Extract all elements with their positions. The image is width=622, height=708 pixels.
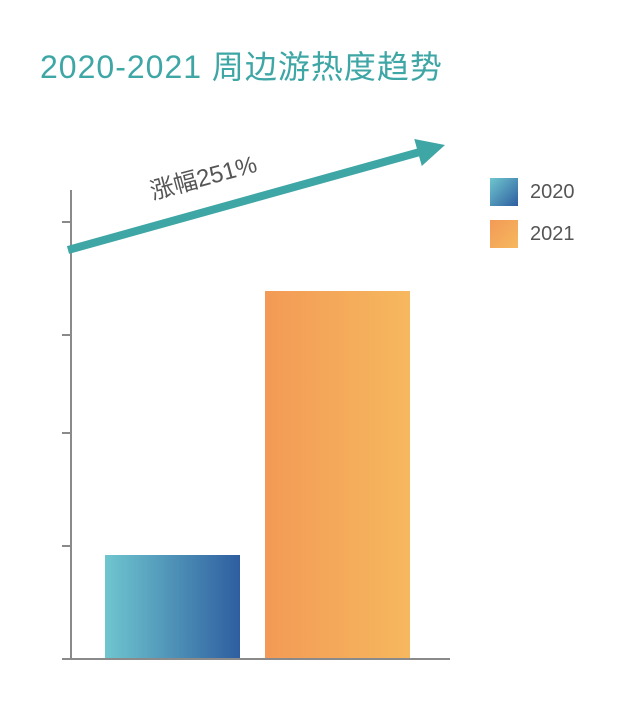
y-tick bbox=[62, 658, 72, 660]
trend-arrow bbox=[48, 125, 465, 270]
chart-title: 2020-2021 周边游热度趋势 bbox=[40, 42, 443, 88]
bar-2021 bbox=[265, 291, 410, 658]
legend-item-2020: 2020 bbox=[490, 178, 590, 206]
legend-swatch-2021 bbox=[490, 220, 518, 248]
legend-label-2021: 2021 bbox=[530, 223, 575, 246]
legend: 2020 2021 bbox=[490, 178, 590, 262]
y-tick bbox=[62, 334, 72, 336]
bar-2020 bbox=[105, 555, 240, 658]
y-tick bbox=[62, 545, 72, 547]
legend-label-2020: 2020 bbox=[530, 181, 575, 204]
y-tick bbox=[62, 432, 72, 434]
x-axis bbox=[70, 658, 450, 660]
legend-swatch-2020 bbox=[490, 178, 518, 206]
legend-item-2021: 2021 bbox=[490, 220, 590, 248]
